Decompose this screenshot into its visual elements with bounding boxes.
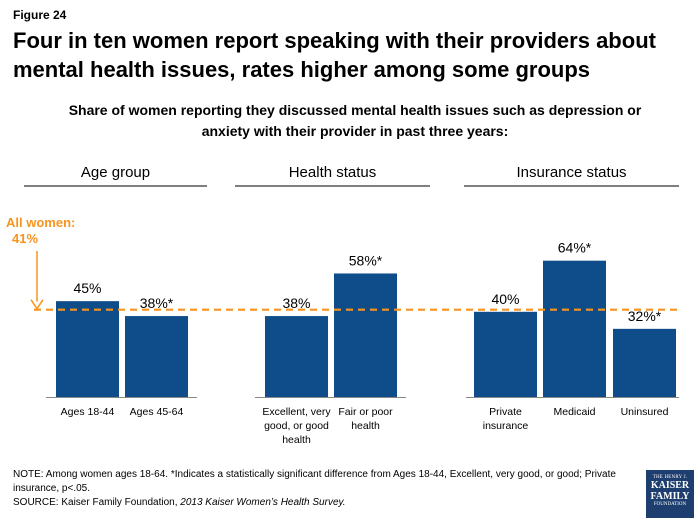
- data-label: 64%*: [558, 240, 592, 256]
- category-label: health: [351, 420, 380, 432]
- data-label: 32%*: [628, 308, 662, 324]
- category-label: Excellent, very: [262, 406, 331, 418]
- category-label: Fair or poor: [338, 406, 393, 418]
- category-label: Ages 18-44: [61, 406, 115, 418]
- bar: [125, 316, 188, 397]
- bar: [265, 316, 328, 397]
- group-label: Age group: [81, 164, 150, 181]
- footnotes: NOTE: Among women ages 18-64. *Indicates…: [13, 468, 633, 510]
- category-label: good, or good: [264, 420, 329, 432]
- group-label: Health status: [289, 164, 377, 181]
- reference-label: All women:: [6, 215, 75, 230]
- category-label: health: [282, 434, 311, 446]
- bar: [56, 301, 119, 397]
- data-label: 58%*: [349, 252, 383, 268]
- group-label: Insurance status: [516, 164, 626, 181]
- category-label: Ages 45-64: [130, 406, 184, 418]
- data-label: 40%: [491, 291, 519, 307]
- bar: [613, 328, 676, 397]
- note-text: NOTE: Among women ages 18-64. *Indicates…: [13, 469, 616, 494]
- data-label: 38%: [282, 295, 310, 311]
- chart-subtitle: Share of women reporting they discussed …: [68, 102, 642, 139]
- bar: [474, 311, 537, 397]
- reference-value: 41%: [12, 231, 38, 246]
- category-label: insurance: [483, 420, 529, 432]
- logo-line1: THE HENRY J.: [652, 475, 688, 480]
- bar-chart: Age group 45% Ages 18-44 38%* Ages 45-64 Heal…: [6, 164, 680, 446]
- reference-arrow-head: [30, 299, 44, 311]
- source-prefix: SOURCE: Kaiser Family Foundation,: [13, 497, 181, 508]
- kff-logo: THE HENRY J. KAISER FAMILY FOUNDATION: [646, 470, 694, 518]
- source-title: 2013 Kaiser Women’s Health Survey.: [180, 497, 346, 508]
- logo-line2: KAISER: [650, 480, 690, 491]
- logo-line3: FAMILY: [650, 491, 690, 502]
- source-text: SOURCE: Kaiser Family Foundation, 2013 K…: [13, 496, 633, 510]
- chart-title: Four in ten women report speaking with t…: [13, 28, 656, 82]
- data-label: 38%*: [140, 295, 174, 311]
- data-label: 45%: [73, 280, 101, 296]
- logo-line4: FOUNDATION: [653, 502, 687, 507]
- category-label: Private: [489, 406, 522, 418]
- bar: [543, 260, 606, 397]
- figure-label: Figure 24: [13, 8, 67, 22]
- category-label: Medicaid: [553, 406, 595, 418]
- bar: [334, 273, 397, 397]
- category-label: Uninsured: [621, 406, 669, 418]
